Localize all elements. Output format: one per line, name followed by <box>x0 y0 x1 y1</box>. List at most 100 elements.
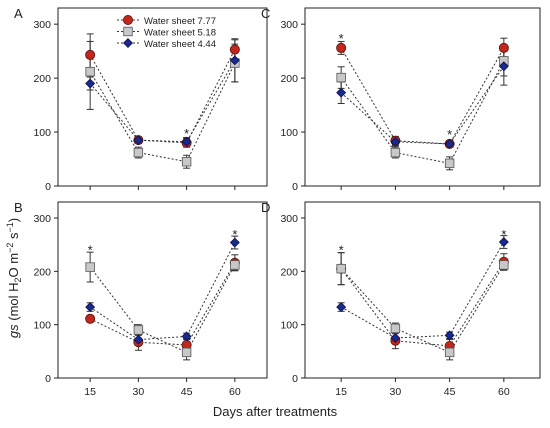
y-axis-label-sub: 2 <box>13 277 23 282</box>
marker-s444 <box>498 61 509 72</box>
panel-c: C 0 100 200 300 * * <box>261 6 541 193</box>
marker-s777 <box>498 42 509 53</box>
y-tick-label: 300 <box>280 213 298 225</box>
marker-s518 <box>85 66 95 77</box>
significance-mark: * <box>339 31 344 46</box>
marker-s518 <box>85 262 95 272</box>
x-axis-label: Days after treatments <box>213 404 338 419</box>
y-tick-label: 100 <box>280 127 298 139</box>
y-axis-label-sup-2: −1 <box>5 222 15 232</box>
marker-s444 <box>229 55 240 66</box>
series-line-s518 <box>340 60 505 164</box>
series-line-s518 <box>89 62 236 163</box>
y-tick-label: 200 <box>33 73 51 85</box>
y-tick-label: 0 <box>45 373 51 385</box>
significance-mark: * <box>232 227 237 242</box>
legend-label: Water sheet 4.44 <box>144 39 216 50</box>
marker-s444 <box>133 135 144 146</box>
y-tick-label: 100 <box>33 127 51 139</box>
y-tick-label: 300 <box>280 19 298 31</box>
series-line-s518 <box>89 264 236 354</box>
y-tick-label: 0 <box>292 373 298 385</box>
plot-frame <box>304 201 541 379</box>
y-tick-label: 200 <box>33 266 51 278</box>
marker-s444 <box>85 302 96 313</box>
marker-s444 <box>336 87 347 98</box>
marker-s777 <box>85 313 96 324</box>
x-tick-label: 15 <box>84 386 96 398</box>
marker-s777 <box>229 44 240 55</box>
panel-b: B 0 100 200 300 15 30 45 60 * * <box>14 200 268 398</box>
significance-mark: * <box>184 126 189 141</box>
series-line-s444 <box>340 65 505 145</box>
y-tick-label: 300 <box>33 213 51 225</box>
plot-frame <box>57 201 268 379</box>
y-axis-label-close: ) <box>6 218 21 222</box>
marker-s444 <box>444 138 455 149</box>
marker-s444 <box>390 333 401 343</box>
y-axis-label-unit: (mol H <box>6 282 21 324</box>
plot-frame <box>304 7 541 187</box>
marker-s444 <box>444 330 455 341</box>
significance-mark: * <box>501 227 506 242</box>
x-tick-label: 30 <box>390 386 402 398</box>
significance-mark: * <box>88 242 93 257</box>
marker-s518 <box>181 157 192 167</box>
y-axis-label: gs (mol H2O m−2 s−1) <box>5 218 23 338</box>
series-line-s444 <box>89 60 236 143</box>
series-line-s444 <box>340 241 505 339</box>
marker-s777 <box>85 49 96 60</box>
marker-s518 <box>336 72 346 83</box>
x-tick-label: 15 <box>335 386 347 398</box>
y-axis-label-unit-3: s <box>6 232 21 243</box>
x-tick-label: 30 <box>133 386 145 398</box>
svg-text:gs (mol H2O m−2 s−1): gs (mol H2O m−2 s−1) <box>5 218 23 338</box>
marker-s444 <box>390 136 401 147</box>
series-line-s444 <box>89 242 236 341</box>
marker-s518 <box>123 26 133 37</box>
panel-d: D 0 100 200 300 15 30 45 60 * * <box>261 200 541 398</box>
panel-label: C <box>261 6 270 21</box>
series-line-s777 <box>89 49 236 144</box>
y-tick-label: 300 <box>33 19 51 31</box>
y-tick-label: 100 <box>33 320 51 332</box>
marker-s518 <box>133 325 144 335</box>
marker-s444 <box>123 38 133 48</box>
y-tick-label: 200 <box>280 266 298 278</box>
y-axis-label-sup-1: −2 <box>5 243 15 253</box>
x-tick-label: 60 <box>498 386 510 398</box>
plot-frame <box>57 7 268 187</box>
marker-s518 <box>390 323 401 334</box>
series-line-s777 <box>340 261 505 347</box>
x-tick-label: 45 <box>444 386 456 398</box>
y-tick-label: 0 <box>45 181 51 193</box>
series-line-s518 <box>340 264 505 354</box>
marker-s518 <box>499 260 509 270</box>
panel-label: B <box>14 200 23 215</box>
series-line-s777 <box>340 47 505 145</box>
series-line-s777 <box>89 262 236 346</box>
x-tick-label: 45 <box>181 386 193 398</box>
marker-s518 <box>336 263 346 274</box>
y-tick-label: 100 <box>280 320 298 332</box>
marker-s518 <box>390 147 401 158</box>
panel-label: D <box>261 200 270 215</box>
marker-s777 <box>336 42 347 53</box>
legend-label: Water sheet 5.18 <box>144 28 216 39</box>
x-tick-label: 60 <box>229 386 241 398</box>
legend-label: Water sheet 7.77 <box>144 16 216 27</box>
marker-s518 <box>181 347 192 358</box>
marker-s518 <box>444 158 455 169</box>
marker-s444 <box>229 237 240 248</box>
marker-s444 <box>85 78 96 89</box>
significance-mark: * <box>447 127 452 142</box>
y-tick-label: 0 <box>292 181 298 193</box>
marker-s518 <box>444 347 455 358</box>
marker-s444 <box>133 334 144 345</box>
marker-s518 <box>230 260 240 270</box>
y-axis-label-symbol: gs <box>6 324 21 338</box>
